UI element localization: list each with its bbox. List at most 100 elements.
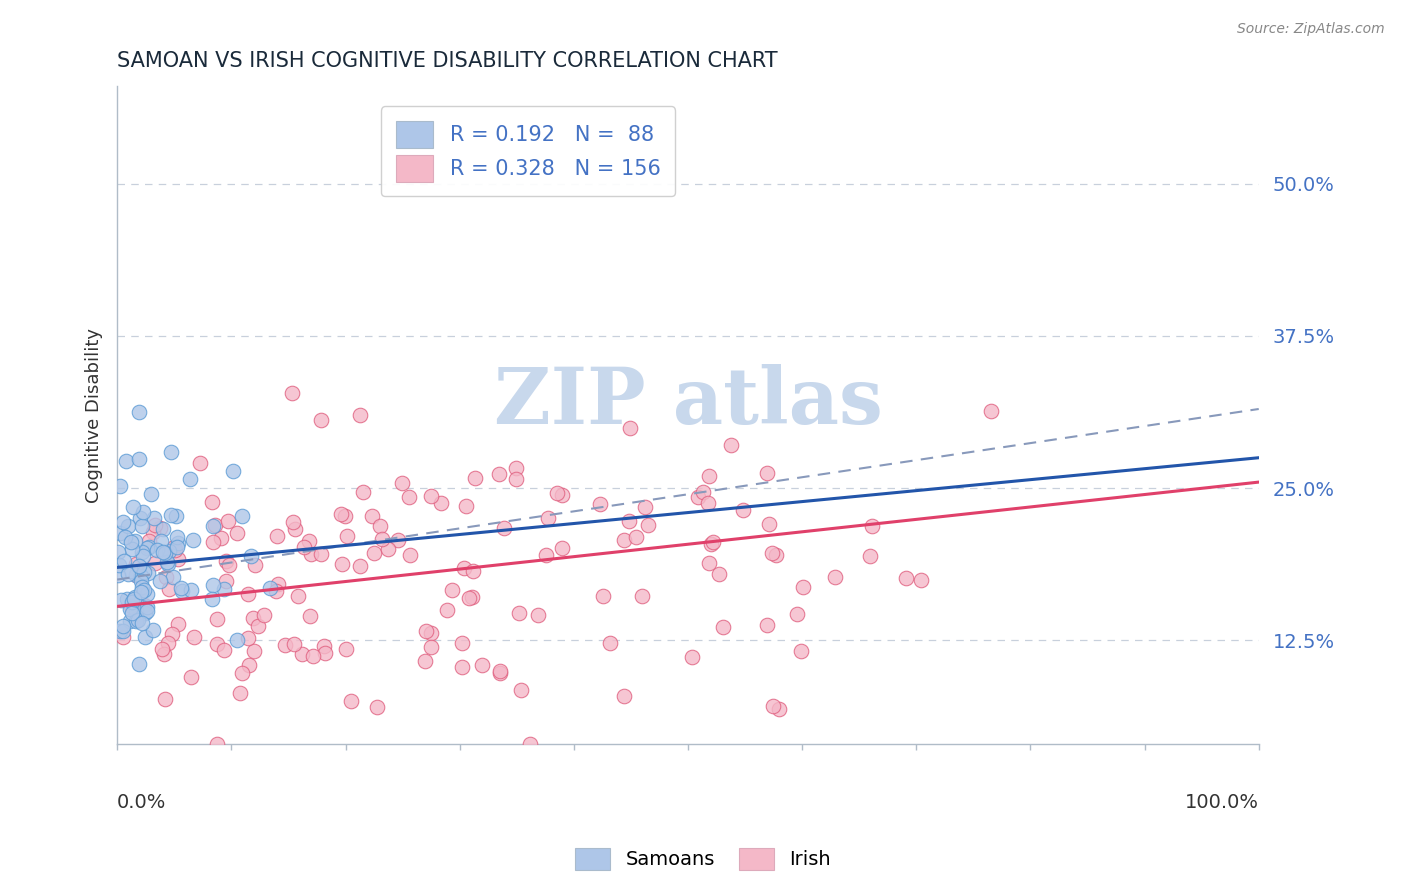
Point	[143, 557, 166, 571]
Point	[170, 581, 193, 595]
Point	[160, 508, 183, 522]
Point	[107, 545, 129, 559]
Point	[226, 526, 249, 541]
Point	[242, 611, 264, 625]
Point	[149, 521, 172, 535]
Point	[146, 543, 169, 558]
Point	[142, 525, 165, 540]
Point	[336, 528, 359, 542]
Point	[519, 737, 541, 751]
Point	[283, 637, 305, 651]
Point	[142, 623, 165, 637]
Point	[454, 499, 477, 513]
Point	[138, 540, 160, 554]
Point	[129, 574, 152, 588]
Point	[141, 487, 163, 501]
Point	[589, 497, 612, 511]
Point	[894, 570, 917, 584]
Point	[150, 534, 173, 549]
Point	[352, 485, 374, 500]
Point	[112, 515, 135, 529]
Point	[212, 643, 235, 657]
Point	[128, 657, 150, 671]
Point	[287, 589, 309, 603]
Point	[699, 469, 721, 483]
Point	[243, 558, 266, 572]
Point	[768, 701, 790, 715]
Point	[707, 567, 730, 582]
Point	[619, 421, 641, 435]
Point	[231, 508, 253, 523]
Point	[630, 589, 652, 603]
Point	[505, 461, 527, 475]
Point	[274, 638, 297, 652]
Point	[298, 534, 321, 549]
Point	[302, 648, 325, 663]
Point	[299, 608, 322, 623]
Point	[129, 511, 152, 525]
Point	[156, 636, 179, 650]
Point	[202, 578, 225, 592]
Point	[114, 530, 136, 544]
Point	[153, 648, 176, 662]
Point	[125, 568, 148, 582]
Point	[132, 549, 155, 563]
Point	[129, 585, 152, 599]
Point	[681, 649, 703, 664]
Point	[551, 488, 574, 502]
Point	[488, 666, 510, 681]
Text: 0.0%: 0.0%	[117, 793, 166, 813]
Point	[204, 517, 226, 532]
Point	[205, 737, 228, 751]
Point	[124, 534, 146, 549]
Point	[207, 637, 229, 651]
Point	[398, 548, 420, 562]
Point	[284, 522, 307, 536]
Point	[391, 475, 413, 490]
Point	[215, 554, 238, 568]
Legend: R = 0.192   N =  88, R = 0.328   N = 156: R = 0.192 N = 88, R = 0.328 N = 156	[381, 106, 675, 196]
Point	[613, 690, 636, 704]
Point	[181, 533, 204, 547]
Point	[128, 558, 150, 573]
Point	[551, 541, 574, 556]
Point	[108, 479, 131, 493]
Point	[430, 496, 453, 510]
Point	[160, 626, 183, 640]
Point	[152, 641, 174, 656]
Point	[152, 522, 174, 536]
Point	[824, 570, 846, 584]
Point	[131, 518, 153, 533]
Point	[292, 541, 315, 555]
Point	[259, 581, 281, 595]
Point	[349, 408, 371, 422]
Point	[120, 564, 142, 578]
Point	[135, 600, 157, 615]
Point	[471, 658, 494, 673]
Point	[240, 549, 263, 564]
Point	[463, 564, 485, 578]
Point	[132, 505, 155, 519]
Point	[534, 548, 557, 562]
Point	[450, 659, 472, 673]
Point	[488, 467, 510, 481]
Point	[762, 698, 785, 713]
Point	[121, 500, 143, 515]
Point	[624, 530, 647, 544]
Point	[152, 544, 174, 558]
Point	[613, 533, 636, 548]
Point	[110, 593, 132, 607]
Point	[312, 640, 335, 654]
Text: 100.0%: 100.0%	[1185, 793, 1258, 813]
Point	[157, 582, 180, 596]
Point	[129, 569, 152, 583]
Point	[281, 385, 304, 400]
Point	[786, 607, 808, 621]
Point	[242, 643, 264, 657]
Point	[238, 657, 260, 672]
Legend: Samoans, Irish: Samoans, Irish	[568, 839, 838, 878]
Point	[267, 577, 290, 591]
Point	[166, 540, 188, 554]
Text: ZIP atlas: ZIP atlas	[494, 364, 883, 440]
Point	[387, 533, 409, 547]
